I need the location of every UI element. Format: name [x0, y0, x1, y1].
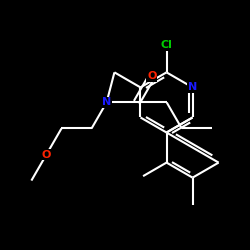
Text: N: N	[188, 82, 197, 92]
Text: O: O	[147, 72, 156, 82]
Text: O: O	[42, 150, 51, 160]
Text: N: N	[102, 98, 111, 108]
Text: Cl: Cl	[160, 40, 172, 50]
